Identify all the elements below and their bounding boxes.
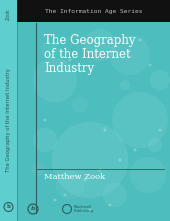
Bar (17, 0, 170, 22)
Text: of the Internet: of the Internet (44, 48, 131, 61)
Text: The Geography: The Geography (44, 34, 135, 47)
Circle shape (73, 34, 76, 36)
Circle shape (110, 35, 150, 75)
Circle shape (112, 92, 168, 148)
Circle shape (150, 70, 170, 90)
Text: The Information Age Series: The Information Age Series (45, 8, 142, 13)
Bar (0, 0, 17, 221)
Text: Zook: Zook (6, 8, 11, 20)
Circle shape (139, 38, 141, 42)
Circle shape (130, 157, 166, 193)
Circle shape (84, 29, 116, 61)
Text: b: b (31, 206, 35, 211)
Circle shape (103, 183, 127, 207)
Circle shape (69, 59, 72, 61)
Circle shape (56, 171, 84, 199)
Circle shape (52, 122, 128, 198)
Circle shape (98, 168, 101, 171)
Circle shape (104, 128, 106, 131)
Circle shape (44, 118, 47, 122)
Circle shape (41, 41, 59, 59)
Circle shape (54, 198, 56, 202)
Circle shape (89, 208, 91, 211)
Circle shape (120, 80, 130, 90)
Text: The Geography of the Internet Industry: The Geography of the Internet Industry (6, 69, 11, 172)
Circle shape (118, 158, 122, 162)
Text: Publishing: Publishing (74, 209, 94, 213)
Circle shape (133, 149, 137, 152)
Circle shape (33, 128, 57, 152)
Circle shape (158, 128, 161, 131)
Circle shape (148, 138, 162, 152)
Circle shape (72, 97, 88, 113)
Circle shape (83, 179, 87, 181)
Text: Industry: Industry (44, 62, 94, 75)
Circle shape (33, 58, 77, 102)
Circle shape (32, 164, 44, 176)
Text: b: b (6, 204, 11, 210)
Text: Blackwell: Blackwell (74, 205, 92, 209)
Text: Matthew Zook: Matthew Zook (44, 173, 105, 181)
Circle shape (108, 204, 112, 206)
Circle shape (149, 63, 151, 67)
Circle shape (64, 194, 66, 196)
